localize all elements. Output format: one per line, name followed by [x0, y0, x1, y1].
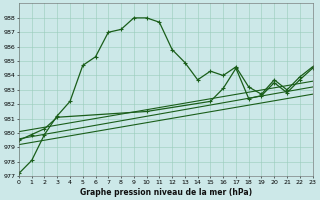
X-axis label: Graphe pression niveau de la mer (hPa): Graphe pression niveau de la mer (hPa)	[80, 188, 252, 197]
